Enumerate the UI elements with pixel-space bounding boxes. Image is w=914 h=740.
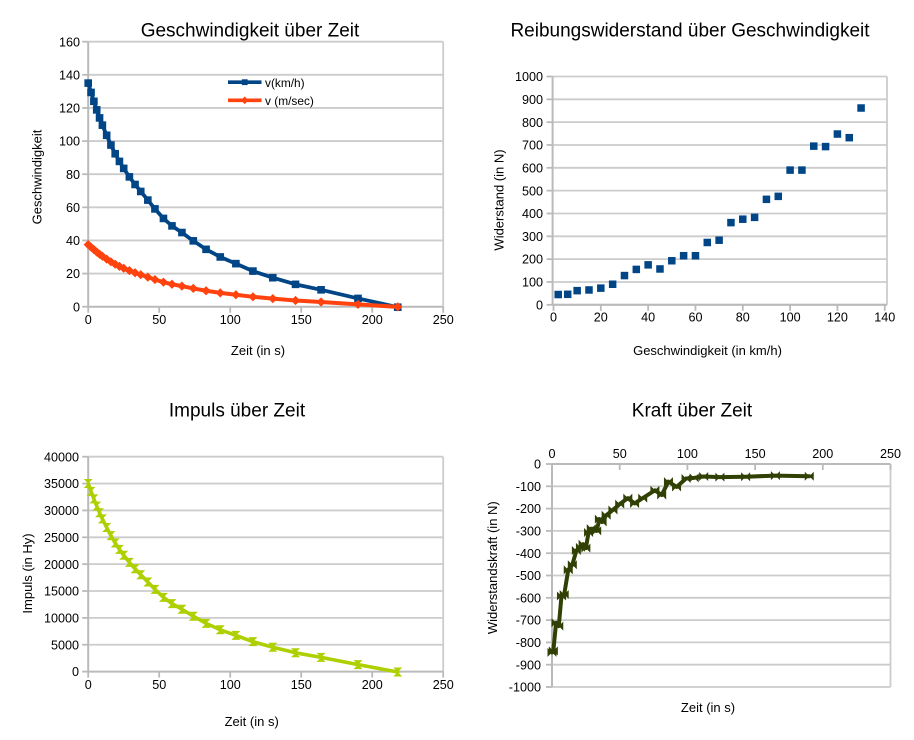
svg-text:35000: 35000 [44,477,79,491]
svg-text:50: 50 [152,313,166,327]
svg-text:-100: -100 [516,480,541,494]
svg-text:0: 0 [548,447,555,461]
svg-text:200: 200 [362,678,383,692]
svg-text:20: 20 [66,267,80,281]
svg-text:200: 200 [362,313,383,327]
svg-text:40000: 40000 [44,450,79,464]
svg-text:250: 250 [880,447,901,461]
svg-text:100: 100 [522,276,543,290]
svg-text:100: 100 [677,447,698,461]
svg-text:600: 600 [522,161,543,175]
svg-text:80: 80 [736,311,750,325]
svg-text:40: 40 [66,234,80,248]
svg-text:100: 100 [780,311,801,325]
svg-text:Zeit (in s): Zeit (in s) [231,343,285,358]
svg-text:Geschwindigkeit (in km/h): Geschwindigkeit (in km/h) [633,343,782,358]
svg-text:30000: 30000 [44,504,79,518]
svg-text:-900: -900 [516,658,541,672]
svg-text:250: 250 [433,313,454,327]
svg-text:Geschwindigkeit: Geschwindigkeit [30,129,45,224]
svg-text:140: 140 [59,68,80,82]
svg-text:40: 40 [641,311,655,325]
svg-text:150: 150 [745,447,766,461]
svg-text:-600: -600 [516,591,541,605]
svg-text:Impuls (in Hy): Impuls (in Hy) [20,533,35,613]
svg-text:200: 200 [812,447,833,461]
svg-text:-400: -400 [516,547,541,561]
svg-text:5000: 5000 [51,638,79,652]
svg-text:-1000: -1000 [509,681,541,695]
svg-text:Widerstand (in N): Widerstand (in N) [492,149,507,250]
svg-text:50: 50 [152,678,166,692]
svg-text:20000: 20000 [44,558,79,572]
svg-text:200: 200 [522,253,543,267]
svg-text:20: 20 [594,311,608,325]
svg-text:100: 100 [220,313,241,327]
svg-text:400: 400 [522,207,543,221]
svg-text:50: 50 [613,447,627,461]
svg-text:v (m/sec): v (m/sec) [265,94,314,108]
svg-text:0: 0 [534,458,541,472]
svg-text:0: 0 [550,311,557,325]
svg-text:500: 500 [522,184,543,198]
svg-text:Widerstandskraft (in N): Widerstandskraft (in N) [485,501,500,634]
svg-text:Zeit (in s): Zeit (in s) [225,714,279,729]
svg-text:-700: -700 [516,614,541,628]
svg-text:-300: -300 [516,525,541,539]
svg-text:80: 80 [66,168,80,182]
svg-text:0: 0 [85,313,92,327]
svg-text:-500: -500 [516,569,541,583]
svg-text:700: 700 [522,139,543,153]
svg-text:0: 0 [72,665,79,679]
svg-text:Geschwindigkeit über Zeit: Geschwindigkeit über Zeit [141,21,360,42]
svg-text:150: 150 [291,313,312,327]
svg-text:Reibungswiderstand über Geschw: Reibungswiderstand über Geschwindigkeit [510,21,870,42]
svg-text:-200: -200 [516,502,541,516]
svg-text:Zeit (in s): Zeit (in s) [681,700,735,715]
svg-text:160: 160 [59,35,80,49]
svg-text:0: 0 [536,298,543,312]
svg-text:250: 250 [433,678,454,692]
svg-text:150: 150 [291,678,312,692]
svg-text:100: 100 [59,135,80,149]
svg-text:800: 800 [522,116,543,130]
svg-text:1000: 1000 [515,70,543,84]
svg-text:0: 0 [85,678,92,692]
svg-text:100: 100 [220,678,241,692]
svg-text:120: 120 [59,102,80,116]
svg-text:10000: 10000 [44,611,79,625]
svg-text:-800: -800 [516,636,541,650]
svg-text:140: 140 [874,311,895,325]
svg-text:Kraft über Zeit: Kraft über Zeit [632,401,753,422]
svg-text:v(km/h): v(km/h) [265,76,305,90]
svg-text:15000: 15000 [44,585,79,599]
svg-text:Impuls über Zeit: Impuls über Zeit [169,401,306,422]
svg-text:60: 60 [688,311,702,325]
svg-text:120: 120 [827,311,848,325]
svg-text:900: 900 [522,93,543,107]
svg-text:25000: 25000 [44,531,79,545]
svg-text:0: 0 [73,300,80,314]
svg-text:300: 300 [522,230,543,244]
svg-text:60: 60 [66,201,80,215]
